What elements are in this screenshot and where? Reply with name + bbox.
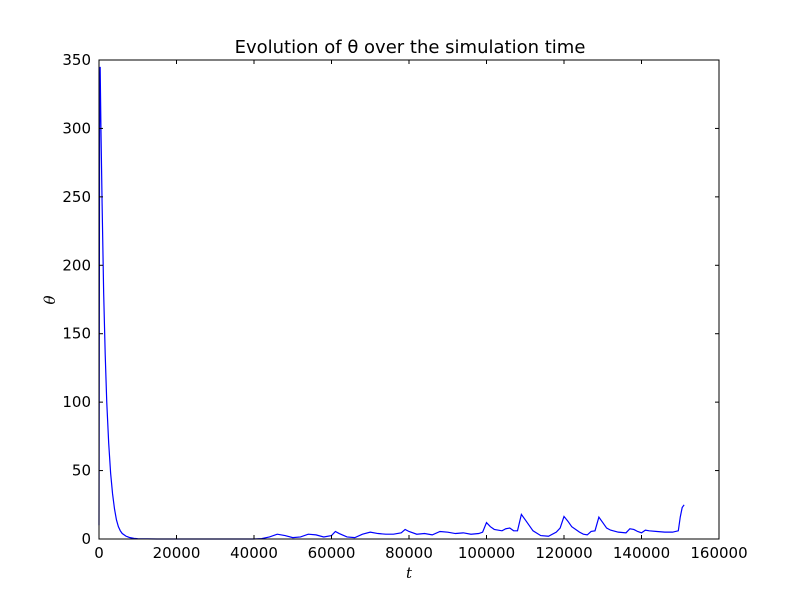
- plot-frame: [98, 59, 720, 540]
- x-tick-label: 60000: [308, 544, 356, 562]
- y-tick-label: 200: [62, 256, 91, 274]
- y-tick-label: 150: [62, 325, 91, 343]
- x-tick-label: 160000: [690, 544, 747, 562]
- x-tick-label: 40000: [230, 544, 278, 562]
- chart-title: Evolution of θ over the simulation time: [235, 37, 586, 58]
- y-tick-label: 300: [62, 119, 91, 137]
- y-tick-label: 100: [62, 393, 91, 411]
- x-tick-label: 100000: [458, 544, 515, 562]
- series-line-0: [98, 66, 685, 540]
- y-axis: 0 50 100 150 200 250 300 350: [62, 51, 719, 548]
- x-tick-label: 20000: [153, 544, 201, 562]
- y-tick-label: 0: [81, 530, 91, 548]
- y-tick-label: 50: [72, 462, 91, 480]
- x-axis: 0 20000 40000 60000 80000 100000 120000 140000 1…: [94, 60, 748, 562]
- x-tick-label: 80000: [385, 544, 433, 562]
- y-tick-label: 350: [62, 51, 91, 69]
- y-axis-label: θ: [41, 295, 59, 304]
- x-axis-label: t: [406, 564, 413, 582]
- x-tick-label: 140000: [613, 544, 670, 562]
- x-tick-label: 0: [94, 544, 104, 562]
- x-tick-label: 120000: [535, 544, 592, 562]
- y-tick-label: 250: [62, 188, 91, 206]
- plot-area: [98, 66, 685, 540]
